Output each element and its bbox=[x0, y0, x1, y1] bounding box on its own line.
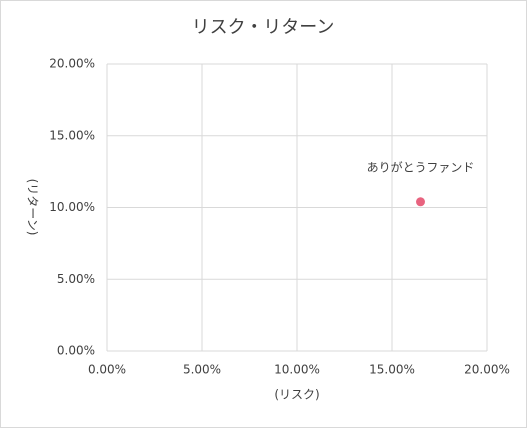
y-tick-label: 0.00% bbox=[57, 344, 95, 358]
y-axis-label: (リターン) bbox=[26, 179, 40, 236]
y-tick-label: 15.00% bbox=[49, 128, 95, 142]
y-tick-label: 20.00% bbox=[49, 57, 95, 71]
x-tick-label: 20.00% bbox=[464, 363, 510, 377]
point bbox=[416, 197, 425, 207]
x-tick-label: 15.00% bbox=[369, 363, 415, 377]
y-tick-label: 5.00% bbox=[57, 272, 95, 286]
data-label: ありがとうファンド bbox=[367, 159, 475, 174]
chart-title: リスク・リターン bbox=[192, 17, 335, 38]
y-tick-label: 10.00% bbox=[49, 200, 95, 214]
x-tick-label: 10.00% bbox=[274, 363, 320, 377]
x-axis-label: (リスク) bbox=[274, 388, 319, 402]
x-tick-label: 0.00% bbox=[88, 363, 126, 377]
x-tick-label: 5.00% bbox=[183, 363, 221, 377]
